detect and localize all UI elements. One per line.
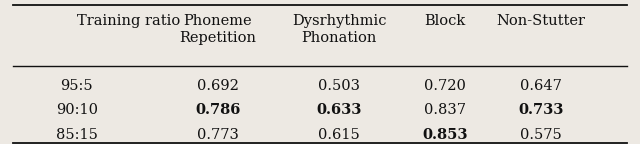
Text: 0.773: 0.773 (196, 128, 239, 142)
Text: Dysrhythmic
Phonation: Dysrhythmic Phonation (292, 14, 387, 45)
Text: 0.837: 0.837 (424, 103, 466, 117)
Text: Non-Stutter: Non-Stutter (496, 14, 586, 28)
Text: 0.733: 0.733 (518, 103, 563, 117)
Text: 0.503: 0.503 (318, 79, 360, 93)
Text: Block: Block (424, 14, 465, 28)
Text: 0.786: 0.786 (195, 103, 240, 117)
Text: 0.633: 0.633 (317, 103, 362, 117)
Text: 0.720: 0.720 (424, 79, 466, 93)
Text: 95:5: 95:5 (61, 79, 93, 93)
Text: 0.647: 0.647 (520, 79, 562, 93)
Text: Training ratio: Training ratio (77, 14, 180, 28)
Text: 0.615: 0.615 (318, 128, 360, 142)
Text: 0.692: 0.692 (196, 79, 239, 93)
Text: 90:10: 90:10 (56, 103, 98, 117)
Text: 85:15: 85:15 (56, 128, 98, 142)
Text: 0.853: 0.853 (422, 128, 468, 142)
Text: Phoneme
Repetition: Phoneme Repetition (179, 14, 256, 45)
Text: 0.575: 0.575 (520, 128, 562, 142)
